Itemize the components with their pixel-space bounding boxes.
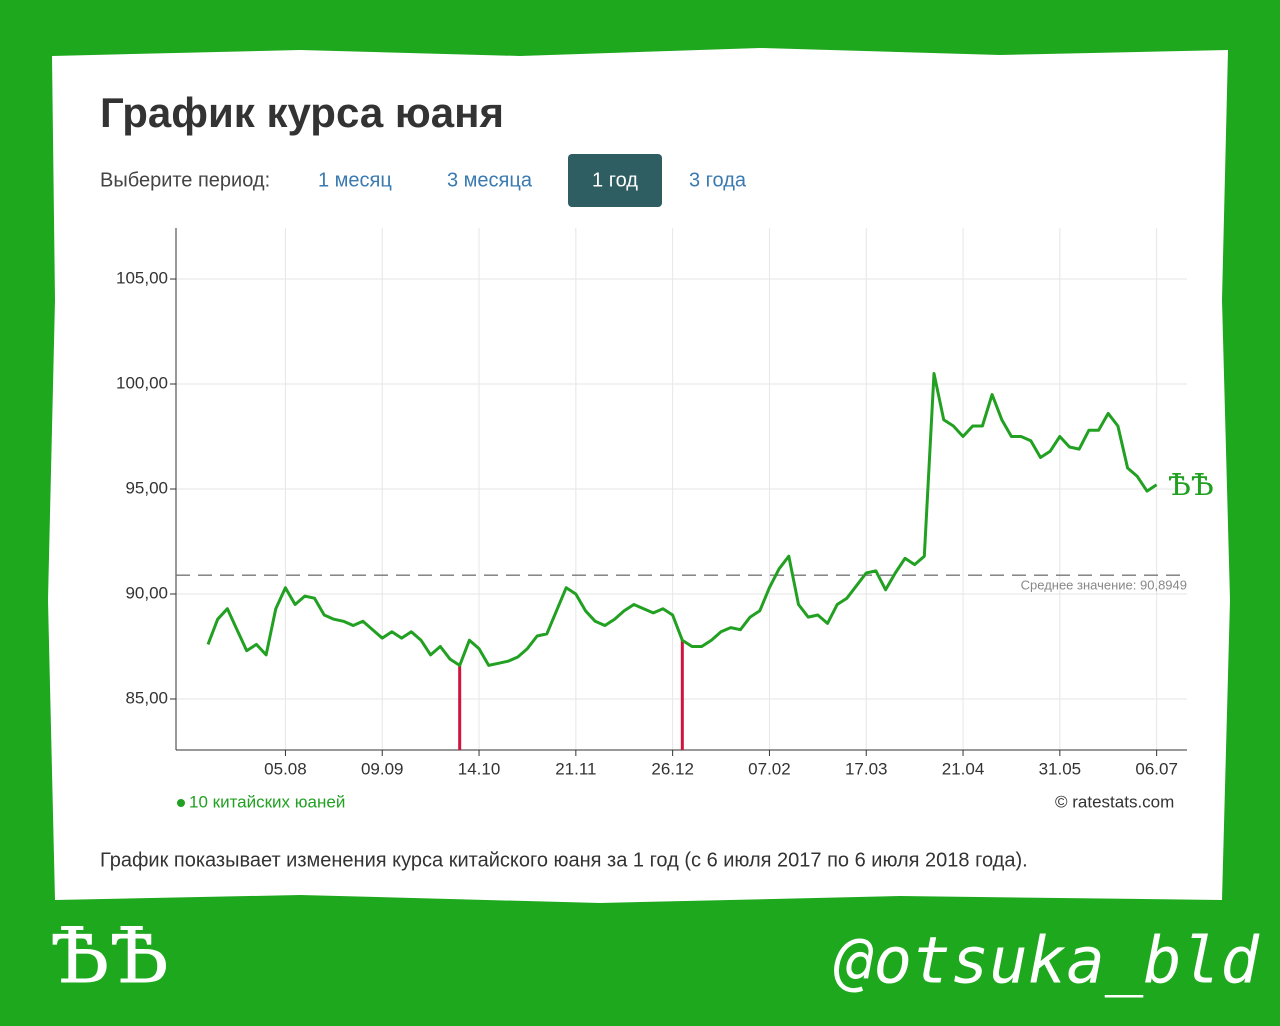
x-tick-label: 21.04: [942, 759, 985, 778]
period-label: Выберите период:: [100, 169, 270, 191]
y-tick-label: 90,00: [125, 583, 168, 602]
caption: График показывает изменения курса китайс…: [100, 849, 1028, 871]
y-tick-label: 105,00: [116, 269, 168, 288]
x-tick-label: 21.11: [555, 759, 596, 778]
x-tick-label: 17.03: [845, 759, 888, 778]
mean-label: Среднее значение: 90,8949: [1021, 578, 1187, 593]
source: © ratestats.com: [1055, 792, 1174, 811]
y-tick-label: 100,00: [116, 373, 168, 392]
period-button[interactable]: 3 месяца: [447, 169, 533, 191]
period-button[interactable]: 1 год: [592, 169, 638, 191]
x-tick-label: 05.08: [264, 759, 307, 778]
x-tick-label: 07.02: [748, 759, 791, 778]
title: График курса юаня: [100, 89, 504, 136]
series-line: [206, 372, 1158, 667]
x-tick-label: 31.05: [1039, 759, 1082, 778]
y-tick-label: 85,00: [125, 688, 168, 707]
y-tick-label: 95,00: [125, 478, 168, 497]
x-tick-label: 26.12: [651, 759, 694, 778]
active-period-bg: [568, 154, 662, 207]
legend-marker: [177, 799, 185, 807]
plot: 85,00 90,00 95,00 100,00 105,00 05.08 09.09 14.…: [116, 228, 1187, 811]
card: [48, 48, 1230, 903]
x-tick-label: 09.09: [361, 759, 404, 778]
legend-label: 10 китайских юаней: [189, 792, 345, 811]
handle: @otsuka_bld: [834, 925, 1260, 999]
period-button[interactable]: 3 года: [689, 169, 747, 191]
period-buttons: 1 месяц 3 месяца 1 год 3 года: [318, 154, 747, 207]
chart-watermark: ѢѢ: [1168, 468, 1214, 503]
corner-watermark: ѢѢ: [50, 912, 169, 1002]
x-tick-label: 06.07: [1135, 759, 1178, 778]
period-button[interactable]: 1 месяц: [318, 169, 392, 191]
x-tick-label: 14.10: [458, 759, 501, 778]
